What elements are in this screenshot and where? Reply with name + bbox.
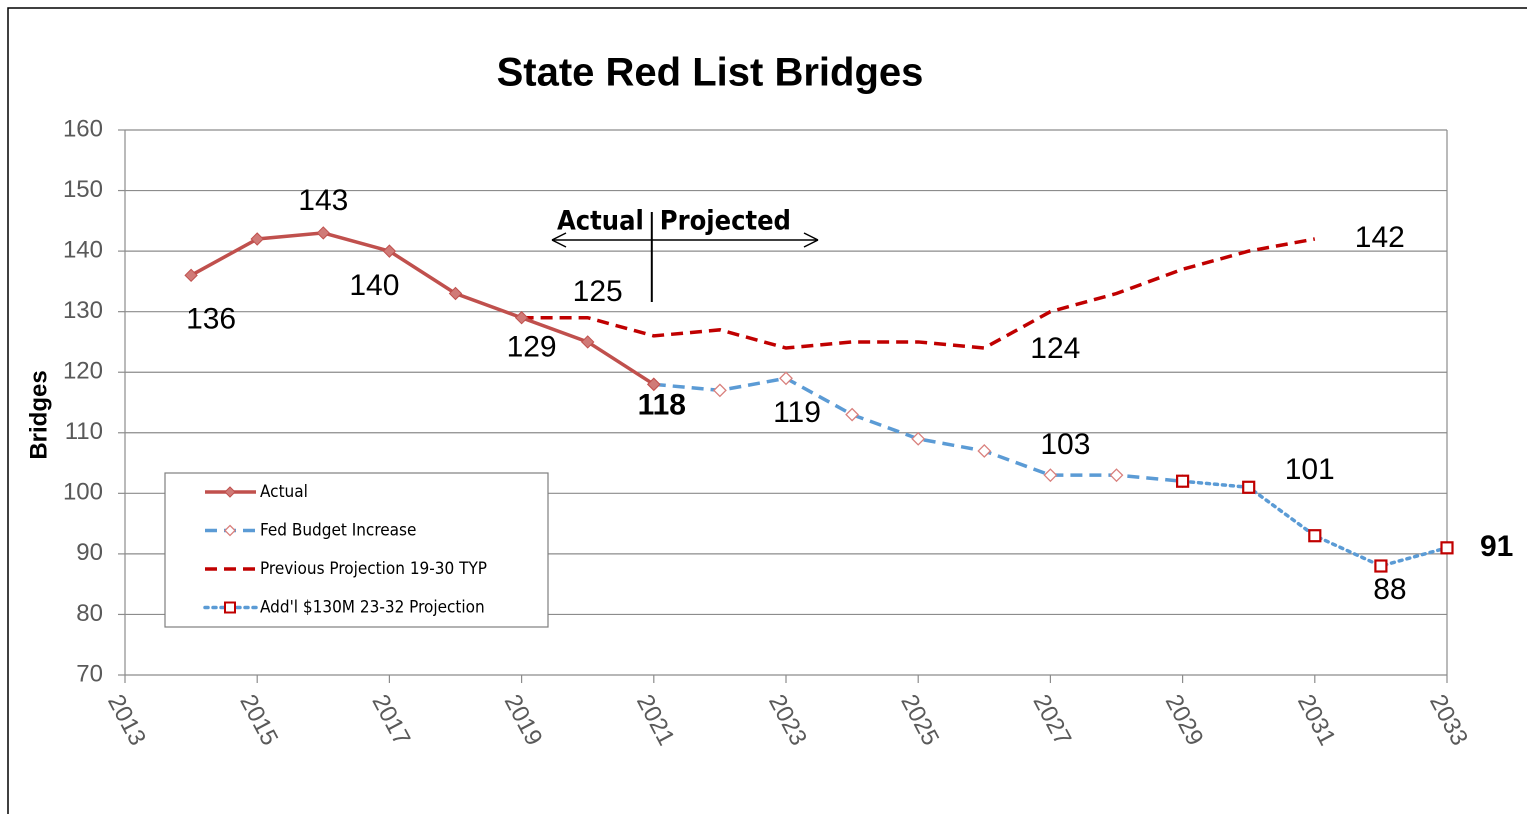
y-tick-label: 130: [63, 297, 103, 324]
series-line: [521, 237, 1316, 350]
data-point: [1043, 468, 1058, 483]
data-label: 119: [773, 396, 821, 429]
data-label: 140: [349, 269, 399, 302]
annotation-text: Actual: [557, 206, 644, 237]
data-point: [382, 244, 397, 258]
data-point: [1175, 474, 1190, 488]
data-label: 101: [1285, 453, 1335, 486]
y-tick-label: 100: [63, 479, 103, 506]
legend-label: Fed Budget Increase: [260, 521, 416, 541]
data-point: [316, 226, 331, 240]
y-tick-label: 110: [65, 418, 103, 445]
legend-marker: [224, 601, 236, 614]
chart-frame: [7, 7, 1527, 814]
y-tick-label: 120: [63, 358, 103, 385]
y-tick-label: 80: [76, 600, 103, 627]
data-label: 143: [298, 184, 348, 217]
arrow-head: [551, 232, 819, 248]
data-point: [911, 431, 926, 446]
data-label: 88: [1373, 573, 1406, 606]
chart-title: State Red List Bridges: [497, 51, 924, 95]
data-point: [514, 311, 529, 325]
data-label: 103: [1040, 428, 1090, 461]
data-point: [1109, 468, 1124, 483]
legend-marker: [224, 486, 236, 498]
data-point: [712, 383, 727, 398]
data-point: [1374, 559, 1388, 573]
y-tick-label: 150: [63, 176, 103, 203]
data-point: [580, 335, 595, 349]
data-label: 136: [186, 302, 236, 335]
data-label: 142: [1355, 221, 1405, 254]
data-point: [1242, 480, 1256, 494]
data-point: [448, 286, 463, 301]
data-label: 125: [573, 275, 623, 308]
y-tick-label: 160: [63, 115, 103, 142]
data-point: [845, 407, 860, 422]
legend-box: [164, 472, 549, 628]
legend-label: Add'l $130M 23-32 Projection: [260, 598, 485, 618]
data-point: [184, 268, 198, 283]
y-tick-label: 70: [76, 660, 103, 687]
series-line: [653, 376, 1183, 483]
data-point: [1308, 529, 1322, 543]
legend-marker: [224, 524, 236, 537]
data-point: [1440, 541, 1454, 555]
series-line: [190, 231, 655, 386]
y-axis-title: Bridges: [25, 370, 52, 459]
annotation-text: Projected: [660, 206, 791, 237]
y-tick-label: 140: [63, 236, 103, 263]
data-label: 124: [1030, 332, 1080, 365]
data-point: [250, 232, 264, 246]
data-label: 91: [1480, 530, 1513, 563]
data-point: [647, 377, 661, 392]
data-point: [779, 371, 793, 386]
data-label: 129: [507, 331, 557, 364]
data-label: 118: [638, 388, 686, 421]
legend: Actual Fed Budget Increase Previous Projec…: [164, 472, 549, 628]
legend-label: Actual: [260, 482, 308, 502]
data-point: [977, 444, 992, 458]
legend-label: Previous Projection 19-30 TYP: [260, 559, 487, 579]
y-tick-label: 90: [76, 539, 103, 566]
